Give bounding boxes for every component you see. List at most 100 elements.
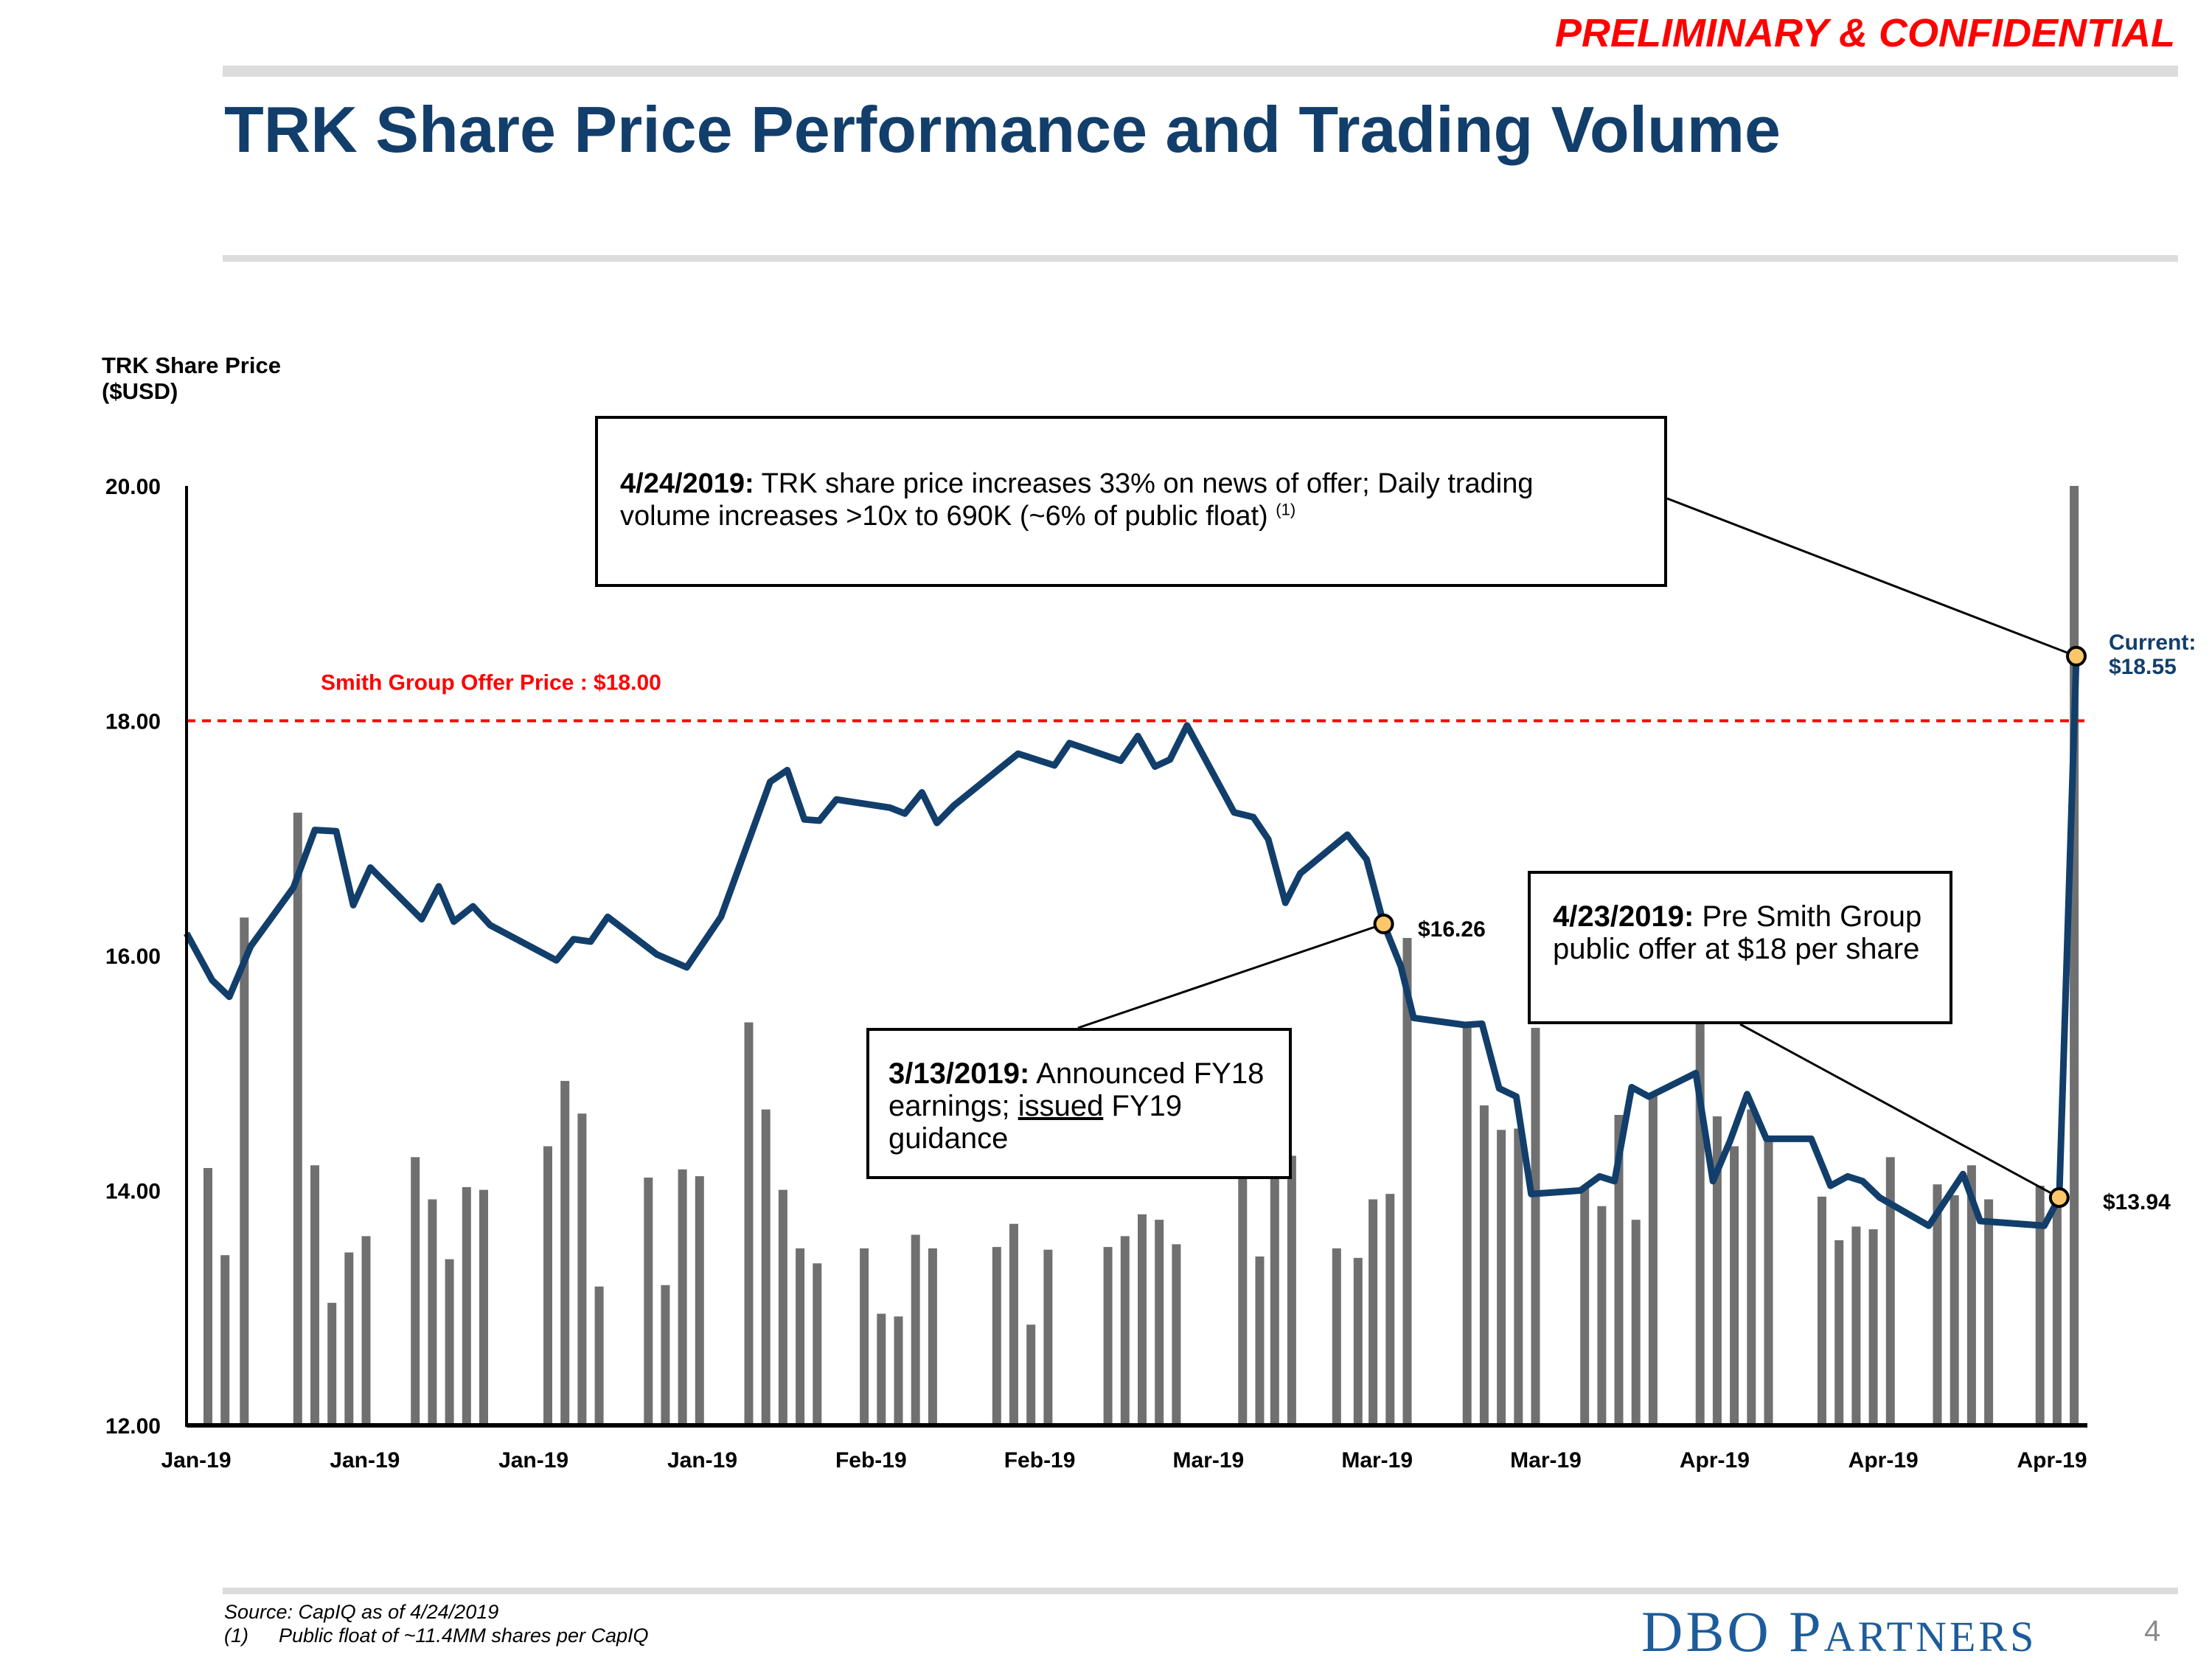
callout-leader-lines xyxy=(1077,497,2077,1199)
volume-bar xyxy=(462,1186,471,1425)
volume-bar xyxy=(1834,1240,1844,1425)
volume-bar xyxy=(560,1080,570,1425)
volume-bar xyxy=(877,1313,886,1425)
volume-bar xyxy=(992,1247,1001,1425)
y-axis-title-line1: TRK Share Price xyxy=(102,352,281,378)
volume-bar xyxy=(1103,1247,1113,1425)
volume-bar xyxy=(220,1255,230,1425)
volume-bar xyxy=(293,813,302,1425)
x-tick-label: Mar-19 xyxy=(1173,1448,1245,1473)
volume-bar xyxy=(813,1263,822,1425)
volume-bar xyxy=(594,1286,604,1425)
volume-bar xyxy=(1479,1105,1489,1425)
leader-line-apr23 xyxy=(1739,1023,2060,1199)
volume-bar xyxy=(695,1176,704,1425)
current-price-value: $18.55 xyxy=(2109,655,2177,679)
volume-bars xyxy=(204,486,2079,1425)
header-rule-top xyxy=(223,66,2178,77)
mar13-price-label: $16.26 xyxy=(1418,917,1486,942)
volume-bar xyxy=(1385,1194,1395,1425)
footnote-1: (1) Public float of ~11.4MM shares per Ca… xyxy=(224,1624,649,1647)
marker-current xyxy=(2066,645,2087,667)
volume-bar xyxy=(1933,1184,1942,1425)
volume-bar xyxy=(479,1189,488,1425)
annotation-apr24-footnote: (1) xyxy=(1276,500,1296,519)
volume-bar xyxy=(310,1165,319,1425)
footer-rule xyxy=(223,1588,2178,1594)
offer-price-label: Smith Group Offer Price : $18.00 xyxy=(321,671,661,695)
volume-bar xyxy=(1462,1027,1472,1425)
volume-bar xyxy=(761,1109,771,1425)
volume-bar xyxy=(1531,1027,1540,1425)
y-tick-label: 16.00 xyxy=(105,945,161,969)
volume-bar xyxy=(361,1236,371,1425)
footnote-text: Public float of ~11.4MM shares per CapIQ xyxy=(279,1624,649,1647)
volume-bar xyxy=(577,1113,587,1425)
annotation-mar13-text-after: FY19 guidance xyxy=(888,1090,1183,1155)
volume-bar xyxy=(411,1157,420,1425)
dbo-partners-logo: DBO PARTNERS xyxy=(1641,1599,2037,1664)
volume-bar xyxy=(2070,486,2079,1425)
x-tick-label: Mar-19 xyxy=(1510,1448,1582,1473)
volume-bar xyxy=(1138,1214,1147,1425)
volume-bar xyxy=(1287,1155,1296,1425)
price-line xyxy=(184,656,2080,1229)
volume-bar xyxy=(1120,1236,1130,1425)
leader-line-mar13 xyxy=(1077,922,1385,1029)
annotation-mar13-text: Announced FY18 earnings; xyxy=(888,1057,1265,1122)
volume-bar xyxy=(2052,1207,2062,1425)
marker-mar13 xyxy=(1373,914,1394,934)
volume-bar xyxy=(204,1168,212,1425)
y-axis-title: TRK Share Price ($USD) xyxy=(102,352,281,404)
volume-bar xyxy=(1984,1199,1994,1425)
volume-bar xyxy=(1712,1116,1722,1425)
volume-bar xyxy=(445,1259,454,1425)
volume-bar xyxy=(543,1146,552,1425)
volume-bar xyxy=(1009,1223,1018,1425)
volume-bar xyxy=(1402,938,1412,1425)
volume-bar xyxy=(1950,1195,1959,1425)
y-tick-label: 12.00 xyxy=(105,1414,161,1439)
x-tick-label: Apr-19 xyxy=(1848,1448,1919,1473)
volume-bar xyxy=(796,1248,805,1425)
volume-bar xyxy=(678,1169,687,1425)
volume-bar xyxy=(1695,1006,1705,1425)
annotation-apr23-date: 4/23/2019: xyxy=(1553,900,1694,933)
volume-bar xyxy=(1580,1188,1590,1425)
volume-bar xyxy=(2035,1186,2045,1425)
x-tick-label: Apr-19 xyxy=(2017,1448,2087,1473)
volume-bar xyxy=(1764,1141,1773,1425)
y-axis-ticks: 20.00 18.00 16.00 14.00 12.00 xyxy=(105,475,161,1439)
y-tick-label: 18.00 xyxy=(105,710,161,734)
volume-bar xyxy=(744,1022,754,1425)
volume-bar xyxy=(860,1248,869,1425)
page-title: TRK Share Price Performance and Trading … xyxy=(224,93,1781,166)
volume-bar xyxy=(894,1316,903,1425)
x-tick-label: Jan-19 xyxy=(498,1448,568,1473)
volume-bar xyxy=(1353,1257,1363,1425)
volume-bar xyxy=(1818,1196,1826,1425)
volume-bar xyxy=(1648,1096,1658,1425)
volume-bar xyxy=(1238,1178,1248,1425)
y-tick-label: 14.00 xyxy=(105,1180,161,1204)
volume-bar xyxy=(1497,1130,1506,1425)
annotation-apr23: 4/23/2019: Pre Smith Group public offer … xyxy=(1528,871,1952,1024)
header-rule-bottom xyxy=(223,255,2178,262)
volume-bar xyxy=(1514,1128,1523,1425)
volume-bar xyxy=(1851,1226,1861,1425)
footnotes: Source: CapIQ as of 4/24/2019 (1) Public … xyxy=(224,1600,649,1647)
volume-bar xyxy=(1172,1244,1181,1425)
annotation-apr24-date: 4/24/2019: xyxy=(620,468,754,499)
x-tick-label: Feb-19 xyxy=(835,1448,907,1473)
annotation-apr23-text: Pre Smith Group public offer at $18 per … xyxy=(1553,900,1922,965)
volume-bar xyxy=(428,1199,437,1425)
volume-bar xyxy=(1747,1109,1756,1425)
volume-bar xyxy=(1885,1157,1895,1425)
x-tick-label: Apr-19 xyxy=(1680,1448,1750,1473)
annotation-mar13-date: 3/13/2019: xyxy=(888,1057,1030,1090)
source-note: Source: CapIQ as of 4/24/2019 xyxy=(224,1601,499,1623)
volume-bar xyxy=(1368,1199,1378,1425)
confidential-banner: PRELIMINARY & CONFIDENTIAL xyxy=(1554,11,2175,55)
volume-bar xyxy=(1155,1220,1164,1425)
x-tick-label: Jan-19 xyxy=(667,1448,737,1473)
